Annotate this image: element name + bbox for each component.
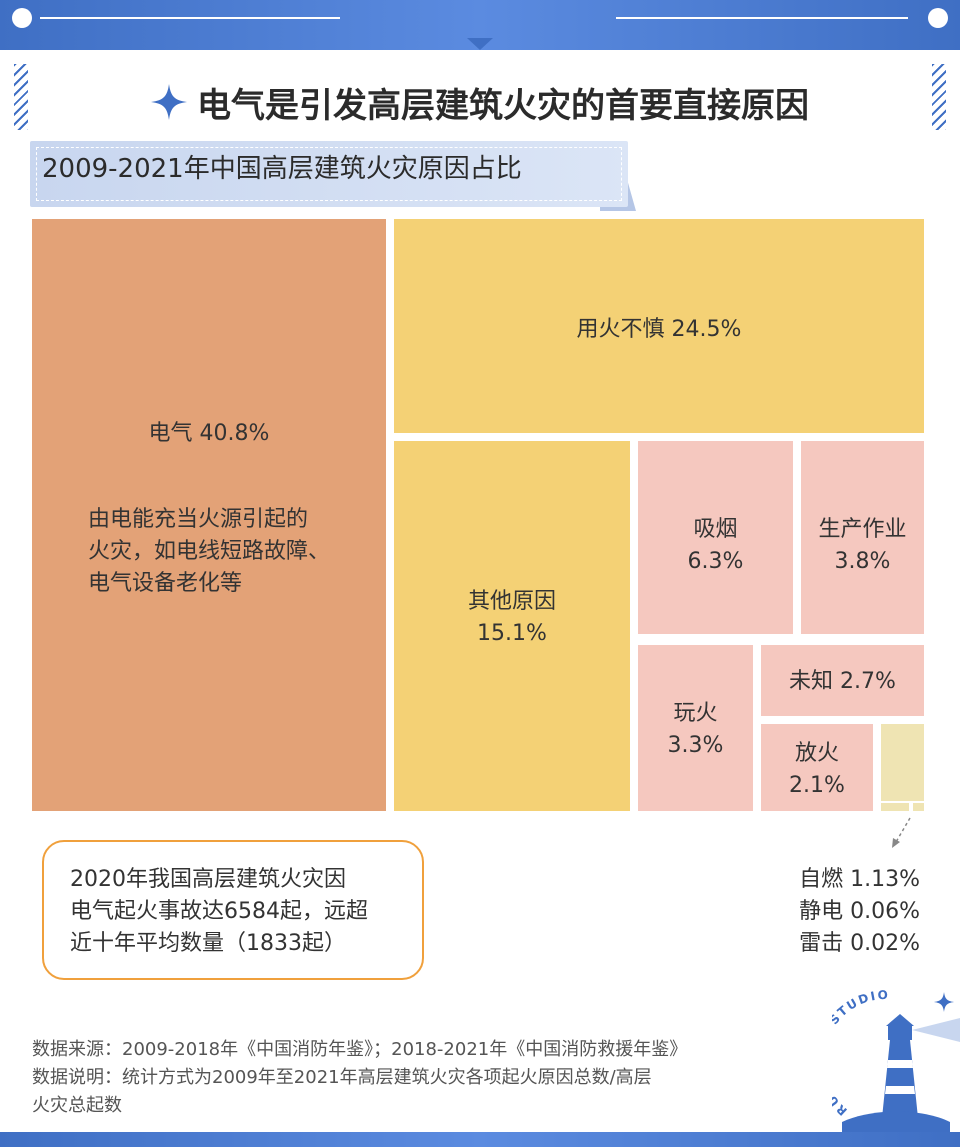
source-note-line: 数据说明：统计方式为2009年至2021年高层建筑火灾各项起火原因总数/高层: [32, 1067, 652, 1088]
treemap-tile-1: [394, 219, 924, 433]
tile-label-name: 其他原因: [467, 589, 556, 614]
tile-label-value: 15.1%: [477, 621, 547, 646]
banner-notch: [467, 38, 493, 50]
banner-dot-right: [928, 8, 948, 28]
tile-label-name: 生产作业: [818, 517, 907, 542]
source-line: 数据来源：2009-2018年《中国消防年鉴》；2018-2021年《中国消防救…: [32, 1039, 688, 1060]
tile-label-careless-fire: 用火不慎 24.5%: [576, 317, 742, 342]
hatch-left: [14, 64, 28, 130]
tile-label-playing-fire: 玩火 3.3%: [638, 698, 753, 762]
electric-description-line: 火灾，如电线短路故障、: [88, 539, 331, 564]
legend-label-lightning: 雷击 0.02%: [799, 931, 920, 956]
tile-label-value: 3.3%: [667, 733, 724, 758]
treemap-tile-3: [638, 441, 793, 634]
treemap-tile-5: [638, 645, 753, 811]
callout-note: 2020年我国高层建筑火灾因 电气起火事故达6584起，远超 近十年平均数量（1…: [42, 840, 424, 980]
tile-label-value: 6.3%: [687, 549, 744, 574]
treemap-tile-6: [761, 645, 924, 716]
chart-subtitle: 2009-2021年中国高层建筑火灾原因占比: [30, 141, 628, 207]
bottom-banner: [0, 1132, 960, 1147]
hatch-right: [932, 64, 946, 130]
tile-label-electric: 电气 40.8%: [148, 421, 270, 446]
legend-label-spontaneous: 自燃 1.13%: [799, 867, 920, 892]
tile-label-name: 吸烟: [693, 517, 738, 542]
lighthouse-icon: RUC NEWS STUDIO: [832, 990, 960, 1132]
tile-label-name: 玩火: [673, 701, 718, 726]
electric-description-line: 电气设备老化等: [88, 571, 243, 596]
tile-label-other: 其他原因 15.1%: [394, 586, 630, 650]
svg-text:RUC NEWS STUDIO: RUC NEWS STUDIO: [832, 990, 890, 1118]
banner-line-left: [40, 17, 340, 19]
tile-label-name: 放火: [794, 741, 839, 766]
treemap-tile-7: [761, 724, 873, 811]
callout-line: 2020年我国高层建筑火灾因: [70, 867, 346, 892]
small-tiles-pointer: [895, 817, 911, 843]
callout-line: 电气起火事故达6584起，远超: [70, 899, 368, 924]
tile-label-value: 3.8%: [834, 549, 891, 574]
legend-label-static: 静电 0.06%: [799, 899, 920, 924]
logo-text: RUC NEWS STUDIO: [832, 990, 888, 1118]
tile-label-smoking: 吸烟 6.3%: [638, 514, 793, 578]
electric-description-line: 由电能充当火源引起的: [88, 507, 309, 532]
banner-line-right: [616, 17, 908, 19]
treemap-tile-4: [801, 441, 924, 634]
treemap-tile-2: [394, 441, 630, 811]
banner-dot-left: [12, 8, 32, 28]
tile-label-production: 生产作业 3.8%: [801, 514, 924, 578]
electric-description: 由电能充当火源引起的 火灾，如电线短路故障、 电气设备老化等: [88, 504, 330, 600]
data-source: 数据来源：2009-2018年《中国消防年鉴》；2018-2021年《中国消防救…: [32, 1036, 822, 1120]
source-note-line: 火灾总起数: [32, 1095, 122, 1116]
treemap-tile-9: [881, 803, 909, 811]
small-tiles-pointer-arrow: [892, 838, 900, 848]
sparkle-star-icon: [151, 84, 187, 120]
treemap-tile-8: [881, 724, 924, 801]
callout-line: 近十年平均数量（1833起）: [70, 931, 346, 956]
tile-label-value: 2.1%: [789, 773, 845, 798]
small-categories-legend: 自燃 1.13% 静电 0.06% 雷击 0.02%: [760, 864, 920, 960]
page-title: 电气是引发高层建筑火灾的首要直接原因: [0, 74, 960, 130]
treemap-tile-0: [32, 219, 386, 811]
tile-label-unknown: 未知 2.7%: [789, 669, 896, 694]
treemap-tile-10: [913, 803, 924, 811]
chart-subtitle-text: 2009-2021年中国高层建筑火灾原因占比: [42, 154, 522, 184]
page-title-text: 电气是引发高层建筑火灾的首要直接原因: [197, 85, 809, 126]
tile-label-arson: 放火 2.1%: [761, 738, 873, 802]
subtitle-dashed-border: [36, 147, 622, 201]
